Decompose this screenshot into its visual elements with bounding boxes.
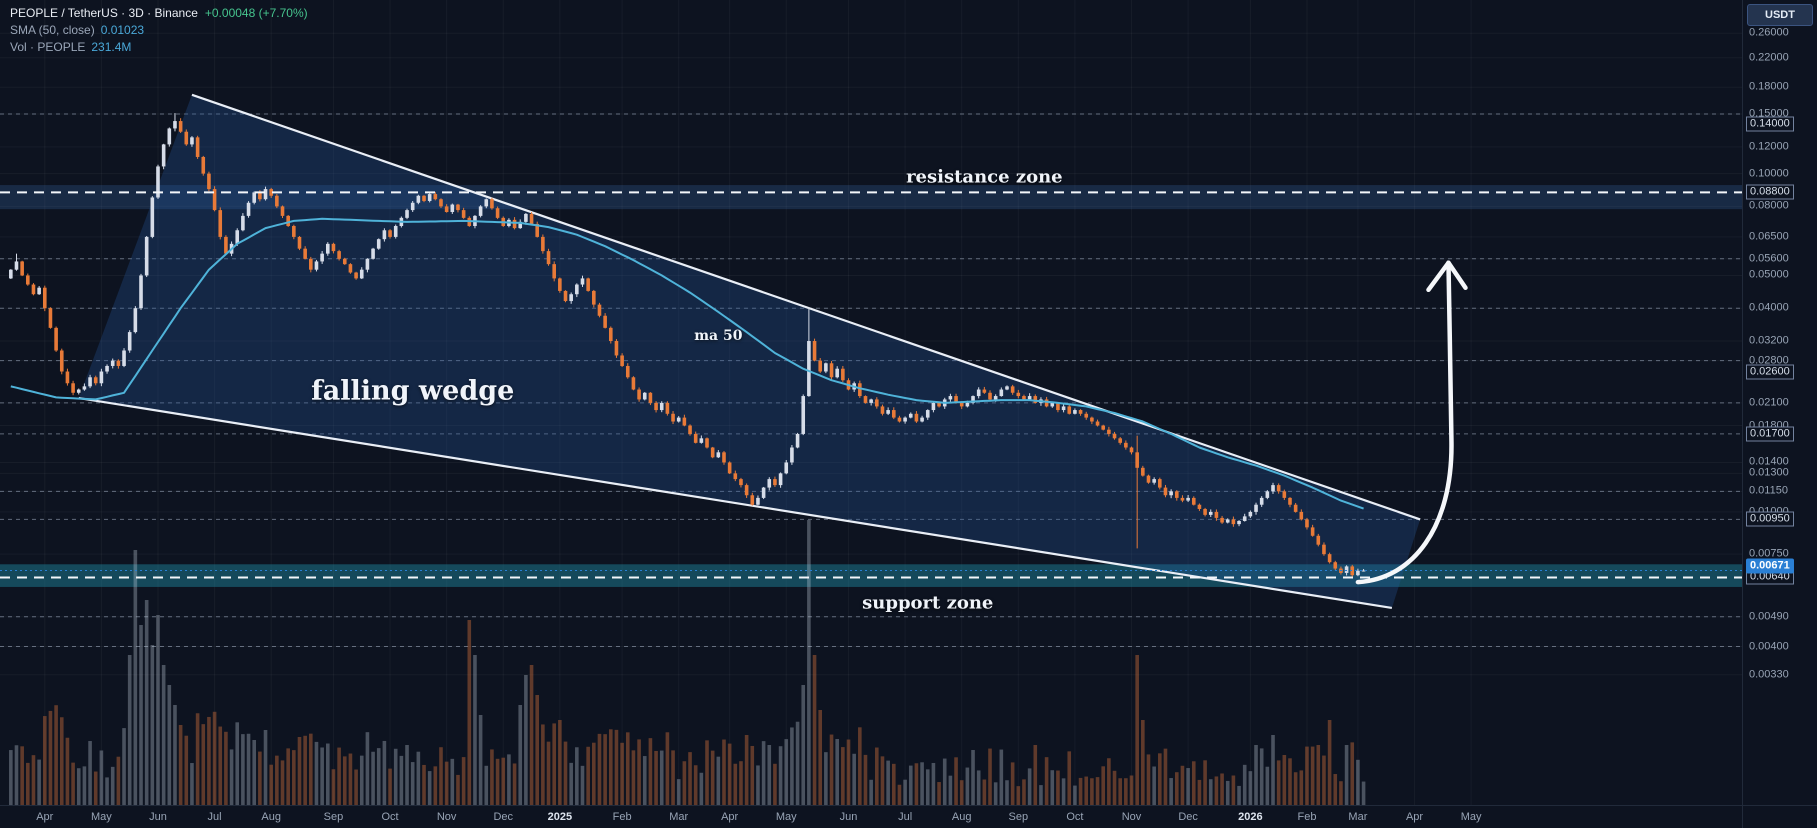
time-axis-label: Dec xyxy=(1178,811,1198,823)
zones-layer xyxy=(0,185,1742,587)
time-axis-label: Nov xyxy=(1121,811,1142,823)
time-axis-label: Feb xyxy=(1297,811,1317,823)
falling-wedge-label[interactable]: falling wedge xyxy=(311,375,515,407)
time-axis-year-label: 2026 xyxy=(1238,811,1263,823)
chart-plot[interactable] xyxy=(0,0,1742,805)
price-axis-label: 0.00400 xyxy=(1749,640,1789,652)
price-axis-label: 0.03200 xyxy=(1749,334,1789,347)
volume-row[interactable]: Vol · PEOPLE 231.4M xyxy=(10,39,308,56)
price-axis-label: 0.06500 xyxy=(1749,230,1789,243)
time-axis-label: May xyxy=(775,811,797,823)
price-axis-label: 0.14000 xyxy=(1746,116,1794,132)
price-axis-label: 0.00950 xyxy=(1746,511,1794,527)
price-axis-label: 0.22000 xyxy=(1749,51,1789,64)
price-axis-label: 0.02600 xyxy=(1746,364,1794,379)
zone-lines-layer xyxy=(0,191,1742,579)
resistance-zone-label[interactable]: resistance zone xyxy=(906,166,1063,188)
chart-canvas[interactable]: PEOPLE / TetherUS · 3D · Binance +0.00048… xyxy=(0,0,1742,805)
time-axis-label: Oct xyxy=(1066,811,1084,823)
time-axis-label: Jun xyxy=(149,811,167,823)
time-axis-label: Mar xyxy=(1348,811,1368,823)
time-axis-year-label: 2025 xyxy=(547,811,573,823)
sma-label: SMA (50, close) xyxy=(10,23,95,37)
price-axis-label: 0.08800 xyxy=(1746,184,1794,200)
chart-legend: PEOPLE / TetherUS · 3D · Binance +0.00048… xyxy=(10,5,308,56)
time-axis-label: Apr xyxy=(721,811,739,823)
price-axis-label: 0.05600 xyxy=(1749,252,1789,265)
price-axis-label: 0.12000 xyxy=(1749,140,1789,153)
price-axis-label: 0.04000 xyxy=(1749,301,1789,314)
price-axis-label: 0.15000 xyxy=(1749,107,1789,120)
price-axis[interactable]: USDT 0.26000 0.22000 0.18000 0.15000 0.14000… xyxy=(1742,0,1817,805)
time-axis-label: Sep xyxy=(323,811,344,823)
price-axis-label: 0.00640 xyxy=(1746,569,1794,585)
price-axis-label: 0.01300 xyxy=(1749,466,1789,479)
time-axis-label: Apr xyxy=(36,811,54,823)
time-axis-label: Jul xyxy=(898,811,913,823)
falling-wedge-drawing xyxy=(78,93,1421,610)
time-axis-label: Jul xyxy=(207,811,222,823)
time-axis-label: Jun xyxy=(839,811,858,823)
time-axis-label: Feb xyxy=(612,811,632,823)
symbol-title: PEOPLE / TetherUS · 3D · Binance xyxy=(10,6,198,20)
price-axis-label: 0.10000 xyxy=(1749,167,1789,180)
time-axis-label: Sep xyxy=(1008,811,1029,823)
price-axis-label: 0.08000 xyxy=(1749,199,1789,212)
volume-layer xyxy=(9,520,1366,805)
price-axis-label: 0.02100 xyxy=(1749,396,1789,409)
price-axis-label: 0.00490 xyxy=(1749,610,1789,623)
price-axis-label: 0.00750 xyxy=(1749,547,1789,560)
price-axis-label: 0.26000 xyxy=(1749,26,1789,39)
sma-row[interactable]: SMA (50, close) 0.01023 xyxy=(10,22,308,39)
time-axis-label: Apr xyxy=(1405,811,1424,823)
time-axis[interactable]: Apr May Jun Jul Aug Sep Oct Nov Dec 2025 Feb Mar Apr… xyxy=(0,805,1742,828)
currency-unit-button[interactable]: USDT xyxy=(1747,4,1813,26)
sma-value: 0.01023 xyxy=(100,23,145,37)
price-axis-label: 0.05000 xyxy=(1749,268,1789,281)
time-axis-label: Dec xyxy=(493,811,514,823)
ma50-line xyxy=(10,217,1364,510)
volume-value: 231.4M xyxy=(91,40,132,54)
price-axis-label: 0.01700 xyxy=(1746,426,1794,442)
price-axis-label: 0.02800 xyxy=(1749,354,1789,367)
time-axis-label: Oct xyxy=(381,811,399,823)
time-axis-label: May xyxy=(1460,811,1482,823)
time-axis-label: Mar xyxy=(669,811,689,823)
price-axis-label: 0.01150 xyxy=(1749,484,1788,497)
time-axis-label: Aug xyxy=(261,811,281,823)
current-price-label: 0.00671 xyxy=(1746,558,1794,573)
axis-corner xyxy=(1742,805,1817,828)
support-zone-label[interactable]: support zone xyxy=(862,592,994,614)
time-axis-label: Nov xyxy=(436,811,457,823)
price-change: +0.00048 (+7.70%) xyxy=(204,6,308,20)
price-axis-label: 0.00330 xyxy=(1749,668,1789,681)
volume-label: Vol · PEOPLE xyxy=(10,40,86,54)
price-axis-label: 0.18000 xyxy=(1749,80,1789,93)
symbol-row[interactable]: PEOPLE / TetherUS · 3D · Binance +0.00048… xyxy=(10,5,308,22)
time-axis-label: Aug xyxy=(951,811,972,823)
ma50-label[interactable]: ma 50 xyxy=(694,327,743,344)
price-axis-label: 0.01400 xyxy=(1749,455,1789,468)
breakout-arrow-drawing[interactable] xyxy=(1355,260,1468,585)
time-axis-label: May xyxy=(90,811,112,823)
